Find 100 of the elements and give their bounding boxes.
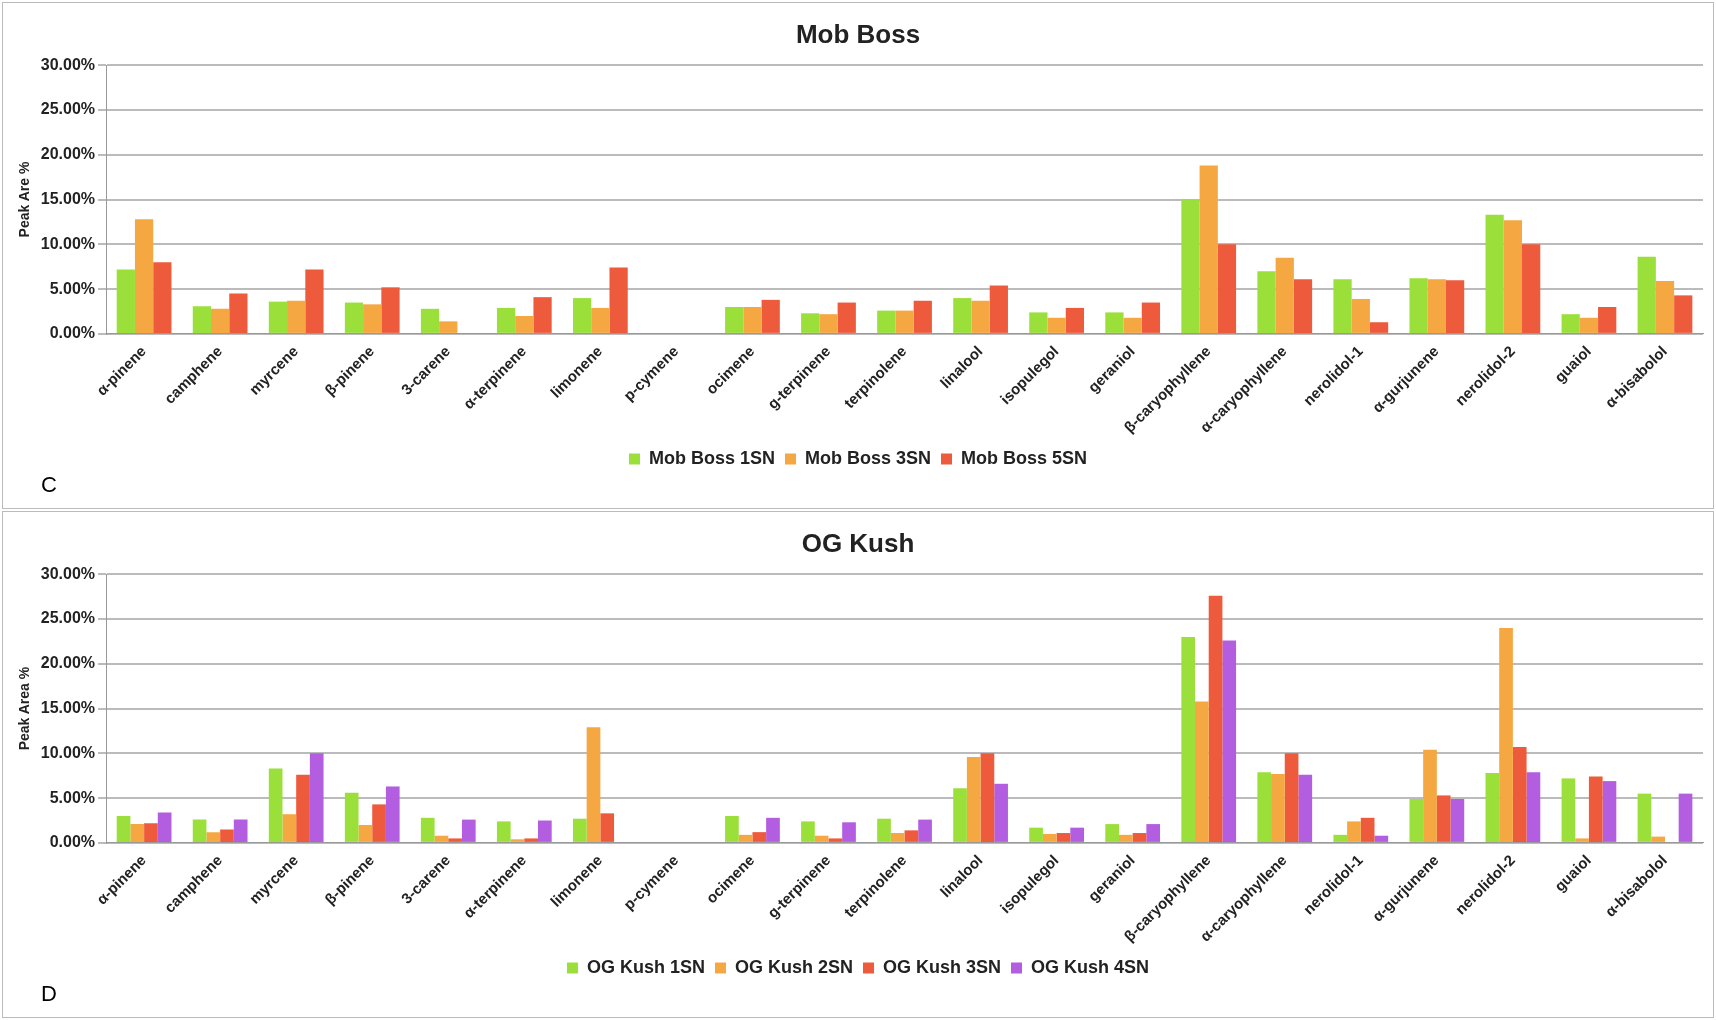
bar (192, 819, 207, 842)
bar (116, 269, 135, 333)
bar (434, 835, 449, 842)
bar (600, 813, 615, 842)
bar (1588, 776, 1603, 842)
bar (572, 818, 587, 842)
legend-label: OG Kush 4SN (1031, 956, 1150, 977)
bar (1029, 312, 1048, 333)
y-tick-label: 20.00% (40, 145, 96, 163)
bar (1526, 772, 1541, 842)
bar (1436, 795, 1451, 842)
bar (904, 830, 919, 842)
bar (725, 307, 744, 333)
bar (1195, 701, 1209, 842)
y-tick-label: 15.00% (40, 698, 96, 716)
bar (1512, 747, 1527, 842)
bar (206, 832, 221, 842)
y-axis-title: Peak Area % (16, 666, 33, 751)
bar (1360, 817, 1375, 842)
bar (144, 823, 158, 842)
bar (296, 774, 310, 842)
y-tick-label: 5.00% (49, 279, 96, 297)
bar (895, 310, 914, 333)
bar (1409, 278, 1428, 333)
bar (461, 819, 476, 842)
bar (358, 824, 373, 842)
bar (1637, 256, 1656, 333)
bar (989, 285, 1008, 333)
bar (1105, 824, 1119, 842)
bar (1293, 279, 1313, 333)
bar (877, 310, 896, 333)
bar (877, 818, 891, 842)
bar (268, 301, 288, 333)
bar (1522, 244, 1541, 333)
bar (1217, 244, 1237, 333)
bar (591, 307, 610, 333)
y-tick-label: 25.00% (40, 609, 96, 627)
text: C (41, 472, 57, 498)
legend-label: Mob Boss 5SN (961, 447, 1088, 468)
bar (1369, 322, 1389, 333)
legend-label: OG Kush 2SN (734, 956, 854, 977)
y-tick-label: 30.00% (40, 564, 96, 582)
y-tick-label: 10.00% (40, 234, 96, 252)
bar (1208, 595, 1223, 842)
bar (1123, 317, 1142, 333)
bar (913, 300, 932, 333)
bar (381, 287, 400, 333)
bar (1651, 836, 1665, 842)
bar (738, 834, 753, 842)
bar (372, 804, 386, 842)
bar (1275, 257, 1294, 333)
bar (572, 298, 592, 333)
bar (538, 820, 552, 842)
bar (1065, 307, 1084, 333)
bar (309, 753, 324, 842)
bar (1181, 199, 1200, 333)
bar (1427, 279, 1446, 333)
bar (211, 308, 230, 333)
bar (1485, 773, 1500, 842)
bar (971, 300, 990, 333)
y-tick-label: 10.00% (40, 743, 96, 761)
bar (192, 306, 212, 333)
y-tick-label: 20.00% (40, 654, 96, 672)
y-axis-title: Peak Are % (16, 161, 33, 238)
bar (980, 753, 995, 842)
bar (1347, 821, 1361, 842)
bar (842, 822, 856, 842)
bar (1132, 833, 1147, 842)
bar (282, 814, 297, 842)
bar (1222, 640, 1237, 842)
bar (268, 768, 283, 842)
bar (1146, 824, 1161, 842)
y-tick-label: 5.00% (49, 788, 96, 806)
bar (344, 302, 364, 333)
text: D (41, 981, 57, 1007)
y-tick-label: 15.00% (40, 189, 96, 207)
bar (1561, 778, 1576, 842)
y-tick-label: 30.00% (40, 55, 96, 73)
bar (801, 821, 815, 842)
bar (609, 267, 628, 333)
bar (1445, 280, 1465, 333)
bar (953, 788, 967, 842)
bar (1503, 220, 1523, 333)
bar (134, 219, 154, 333)
y-tick-label: 0.00% (49, 833, 96, 851)
bar (220, 829, 234, 842)
bar (363, 304, 382, 333)
bar (157, 812, 172, 842)
legend-label: Mob Boss 3SN (804, 447, 932, 468)
chart-title: OG Kush (801, 527, 915, 558)
bar (761, 299, 780, 333)
bar (1105, 312, 1124, 333)
bar (1257, 772, 1272, 842)
bar (385, 786, 400, 842)
bar (1499, 627, 1513, 842)
bar (130, 824, 145, 842)
bar (1298, 774, 1313, 842)
bar (344, 792, 359, 842)
bar (233, 819, 248, 842)
bar (1485, 214, 1504, 333)
